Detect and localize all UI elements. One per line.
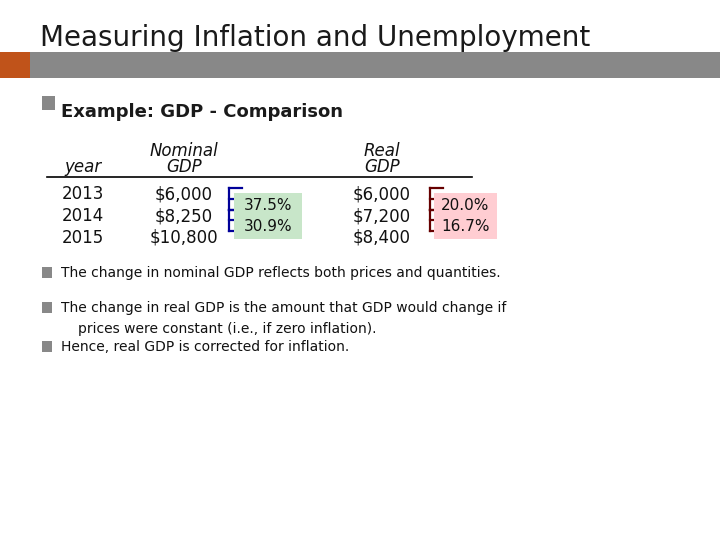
- Text: prices were constant (i.e., if zero inflation).: prices were constant (i.e., if zero infl…: [78, 322, 377, 336]
- Text: The change in nominal GDP reflects both prices and quantities.: The change in nominal GDP reflects both …: [61, 266, 501, 280]
- Text: Real: Real: [364, 142, 400, 160]
- Text: GDP: GDP: [364, 158, 400, 177]
- Text: $10,800: $10,800: [149, 228, 218, 247]
- Text: Measuring Inflation and Unemployment: Measuring Inflation and Unemployment: [40, 24, 590, 52]
- Text: 2013: 2013: [62, 185, 104, 204]
- Text: 37.5%: 37.5%: [244, 198, 292, 213]
- Text: 16.7%: 16.7%: [441, 219, 490, 234]
- Text: Nominal: Nominal: [149, 142, 218, 160]
- Text: 20.0%: 20.0%: [441, 198, 490, 213]
- Text: $8,400: $8,400: [353, 228, 410, 247]
- Text: year: year: [64, 158, 102, 177]
- Text: 30.9%: 30.9%: [244, 219, 292, 234]
- Text: The change in real GDP is the amount that GDP would change if: The change in real GDP is the amount tha…: [61, 301, 507, 315]
- Text: $6,000: $6,000: [155, 185, 212, 204]
- Text: Example: GDP - Comparison: Example: GDP - Comparison: [61, 103, 343, 120]
- Text: 2014: 2014: [62, 207, 104, 225]
- Text: GDP: GDP: [166, 158, 202, 177]
- Text: 2015: 2015: [62, 228, 104, 247]
- Text: $6,000: $6,000: [353, 185, 410, 204]
- Text: Hence, real GDP is corrected for inflation.: Hence, real GDP is corrected for inflati…: [61, 340, 349, 354]
- Text: $8,250: $8,250: [155, 207, 212, 225]
- Text: $7,200: $7,200: [353, 207, 410, 225]
